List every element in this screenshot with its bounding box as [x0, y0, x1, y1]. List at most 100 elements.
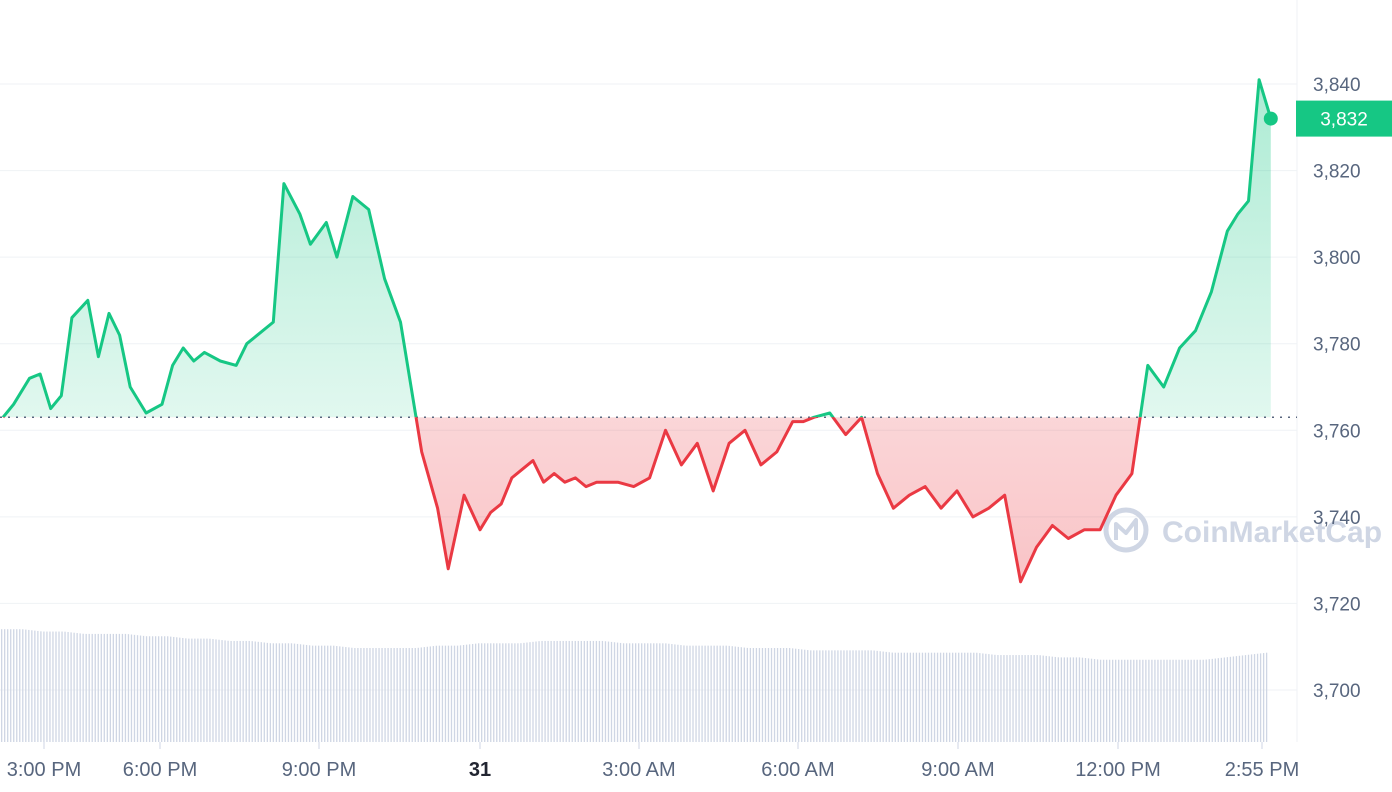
volume-bar: [67, 632, 69, 742]
volume-bar: [1193, 659, 1195, 742]
volume-bar: [363, 648, 365, 742]
volume-bar: [390, 648, 392, 742]
volume-bar: [927, 652, 930, 742]
volume-bar: [1115, 659, 1117, 742]
volume-bar: [813, 650, 815, 742]
volume-bar: [837, 650, 839, 742]
volume-bar: [52, 631, 54, 742]
volume-bar: [16, 629, 18, 742]
volume-bar: [755, 648, 758, 742]
volume-bar: [360, 648, 362, 742]
volume-bar: [287, 643, 290, 742]
volume-bar: [375, 648, 377, 742]
volume-bar: [164, 636, 166, 742]
volume-bar: [459, 645, 462, 742]
volume-bar: [345, 647, 347, 742]
volume-bar: [296, 643, 299, 742]
volume-bar: [921, 652, 924, 742]
volume-bar: [1108, 659, 1111, 742]
volume-bar: [22, 629, 24, 742]
volume-bar: [713, 645, 715, 742]
volume-bar: [76, 633, 78, 742]
volume-bar: [635, 643, 637, 742]
volume-bar: [330, 645, 332, 742]
volume-bar: [879, 651, 881, 742]
volume-bar: [1127, 659, 1129, 742]
volume-bar: [176, 637, 178, 742]
volume-bar: [641, 643, 643, 742]
volume-bar: [272, 643, 275, 742]
volume-bar: [203, 638, 205, 742]
volume-bar: [758, 648, 761, 742]
y-tick-label: 3,760: [1313, 421, 1361, 442]
volume-bar: [1042, 655, 1044, 742]
x-tick-label: 3:00 PM: [7, 759, 81, 781]
volume-bar: [1199, 659, 1201, 742]
volume-bar: [1256, 653, 1259, 742]
volume-bar: [816, 650, 818, 742]
volume-bar: [595, 640, 598, 742]
volume-bar: [91, 633, 93, 742]
volume-bar: [571, 640, 573, 742]
volume-bar: [1009, 655, 1011, 742]
volume-bar: [61, 631, 63, 742]
volume-bar: [930, 652, 933, 742]
volume-bar: [25, 629, 27, 742]
last-price-badge: 3,832: [1296, 100, 1392, 137]
volume-bar: [151, 636, 154, 742]
volume-bar: [511, 643, 513, 742]
volume-bar: [761, 648, 764, 742]
volume-bar: [1202, 659, 1204, 742]
volume-bar: [867, 650, 869, 742]
volume-bar: [779, 648, 782, 742]
last-price-dot[interactable]: [1263, 111, 1278, 126]
volume-bar: [843, 650, 845, 742]
volume-bar: [185, 638, 187, 742]
volume-bar: [221, 640, 223, 742]
volume-bar: [689, 645, 691, 742]
volume-bar: [7, 629, 9, 742]
volume-bar: [532, 641, 534, 742]
price-line-down: [2, 417, 1142, 584]
volume-bar: [327, 645, 329, 742]
volume-bar: [961, 652, 963, 742]
grid-lines: [0, 83, 1297, 691]
volume-bar: [37, 630, 39, 742]
volume-bar: [142, 635, 145, 742]
volume-bar: [254, 641, 256, 742]
volume-bar: [1181, 659, 1183, 742]
volume-bar: [849, 650, 851, 742]
y-axis-ticks: 3,700 3,720 3,740 3,760 3,780 3,800 3,820 3,840: [1313, 75, 1361, 702]
volume-bar: [795, 648, 797, 742]
volume-bar: [354, 648, 356, 742]
volume-bar: [502, 643, 504, 742]
volume-bar: [707, 645, 709, 742]
last-price-badge-bg: [1296, 100, 1392, 137]
volume-bar: [417, 647, 419, 742]
volume-bar: [236, 640, 238, 742]
volume-bar: [444, 645, 447, 742]
volume-bar: [182, 637, 184, 742]
volume-bar: [1045, 655, 1047, 742]
volume-bar: [278, 643, 281, 742]
volume-bar: [933, 652, 936, 742]
volume-bar: [441, 645, 444, 742]
volume-bar: [1166, 659, 1168, 742]
volume-bar: [318, 645, 320, 742]
volume-bar: [348, 647, 350, 742]
volume-bar: [1090, 658, 1093, 742]
volume-bar: [1063, 657, 1065, 742]
volume-bar: [574, 640, 576, 742]
volume-bar: [1112, 659, 1114, 742]
volume-bar: [1084, 658, 1087, 742]
volume-bar: [402, 648, 404, 742]
volume-bar: [538, 641, 540, 742]
price-line-segment-down: [2, 417, 1142, 584]
volume-bar: [710, 645, 712, 742]
volume-bar: [302, 644, 305, 742]
volume-bar: [227, 640, 229, 742]
volume-bar: [157, 636, 160, 742]
volume-bar: [1027, 655, 1029, 742]
volume-bar: [43, 631, 45, 742]
volume-bar: [94, 633, 96, 742]
